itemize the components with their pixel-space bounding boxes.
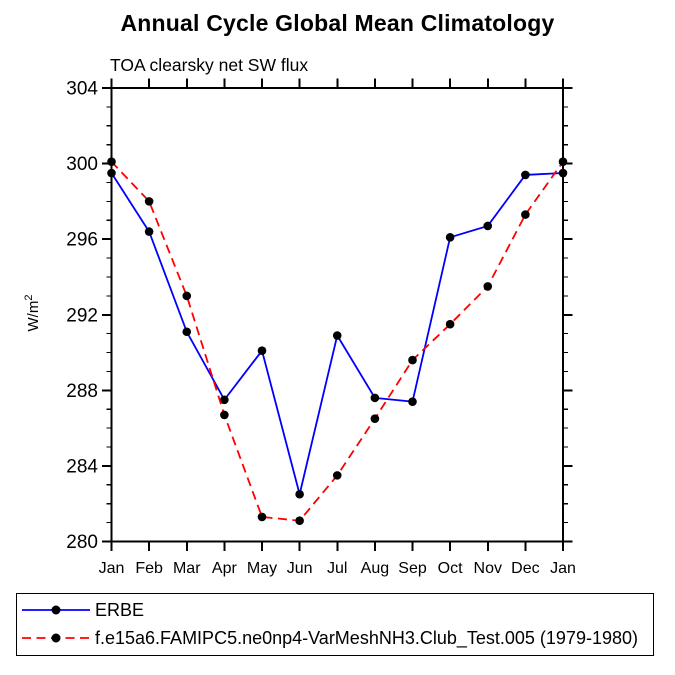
y-tick-label: 300 bbox=[66, 154, 98, 175]
model-data-point bbox=[408, 355, 417, 365]
erbe-data-point bbox=[257, 346, 267, 355]
y-tick-label: 280 bbox=[66, 532, 98, 553]
model-data-point bbox=[558, 157, 568, 166]
y-tick-label: 292 bbox=[66, 305, 98, 326]
x-tick-label: Jun bbox=[287, 560, 313, 577]
legend-item-model: f.e15a6.FAMIPC5.ne0np4-VarMeshNH3.Club_T… bbox=[17, 625, 638, 651]
model-data-point bbox=[220, 410, 229, 420]
y-tick-label: 304 bbox=[66, 79, 98, 100]
model-data-point bbox=[182, 291, 192, 301]
erbe-data-point bbox=[445, 232, 455, 242]
x-tick-label: Oct bbox=[438, 560, 463, 577]
model-data-point bbox=[107, 157, 116, 166]
model-data-point bbox=[370, 414, 380, 423]
erbe-legend-sample bbox=[22, 605, 90, 615]
legend-marker-dot bbox=[51, 605, 61, 615]
legend-item-erbe: ERBE bbox=[17, 597, 144, 623]
x-tick-label: Sep bbox=[398, 560, 427, 577]
erbe-data-point bbox=[295, 489, 304, 499]
erbe-data-point bbox=[220, 395, 229, 405]
y-tick-label: 284 bbox=[66, 456, 98, 477]
model-data-point bbox=[295, 516, 304, 526]
x-tick-label: Apr bbox=[212, 560, 238, 577]
erbe-data-point bbox=[521, 170, 530, 180]
plot-area: Jan Feb Mar Apr May Jun Jul Aug Sep Oct Nov Dec Jan2… bbox=[23, 78, 576, 577]
x-tick-label: Feb bbox=[135, 560, 163, 577]
x-tick-label: Nov bbox=[474, 560, 502, 577]
y-axis-label: W/m2 bbox=[23, 295, 42, 332]
erbe-data-point bbox=[483, 221, 493, 231]
legend-box: ERBE f.e15a6.FAMIPC5.ne0np4-VarMeshNH3.Cl… bbox=[16, 593, 654, 656]
erbe-data-point bbox=[370, 393, 380, 403]
legend-label-erbe: ERBE bbox=[95, 599, 145, 620]
model-data-point bbox=[483, 282, 493, 291]
y-tick-label: 296 bbox=[66, 230, 98, 251]
x-tick-label: Jan bbox=[550, 560, 576, 577]
x-tick-label: Jan bbox=[99, 560, 125, 577]
x-tick-label: Dec bbox=[511, 560, 539, 577]
erbe-data-point bbox=[107, 168, 116, 178]
model-data-point bbox=[144, 197, 154, 206]
x-tick-label: May bbox=[247, 560, 277, 577]
model-legend-sample bbox=[22, 633, 90, 643]
model-data-point bbox=[521, 210, 530, 219]
erbe-data-point bbox=[408, 397, 417, 406]
x-tick-label: Jul bbox=[327, 560, 347, 577]
legend-label-model: f.e15a6.FAMIPC5.ne0np4-VarMeshNH3.Club_T… bbox=[95, 627, 638, 648]
legend-marker-dot bbox=[51, 633, 61, 643]
y-tick-label: 288 bbox=[66, 381, 98, 402]
x-tick-label: Mar bbox=[173, 560, 201, 577]
x-tick-label: Aug bbox=[361, 560, 389, 577]
erbe-data-point bbox=[144, 227, 154, 236]
model-data-point bbox=[332, 471, 342, 480]
model-data-point bbox=[445, 319, 455, 329]
erbe-data-point bbox=[182, 327, 192, 337]
model-data-point bbox=[257, 512, 267, 522]
erbe-data-point bbox=[558, 168, 568, 178]
chart-title: Annual Cycle Global Mean Climatology bbox=[120, 10, 555, 36]
erbe-data-point bbox=[332, 331, 342, 340]
chart-subtitle: TOA clearsky net SW flux bbox=[110, 55, 309, 75]
